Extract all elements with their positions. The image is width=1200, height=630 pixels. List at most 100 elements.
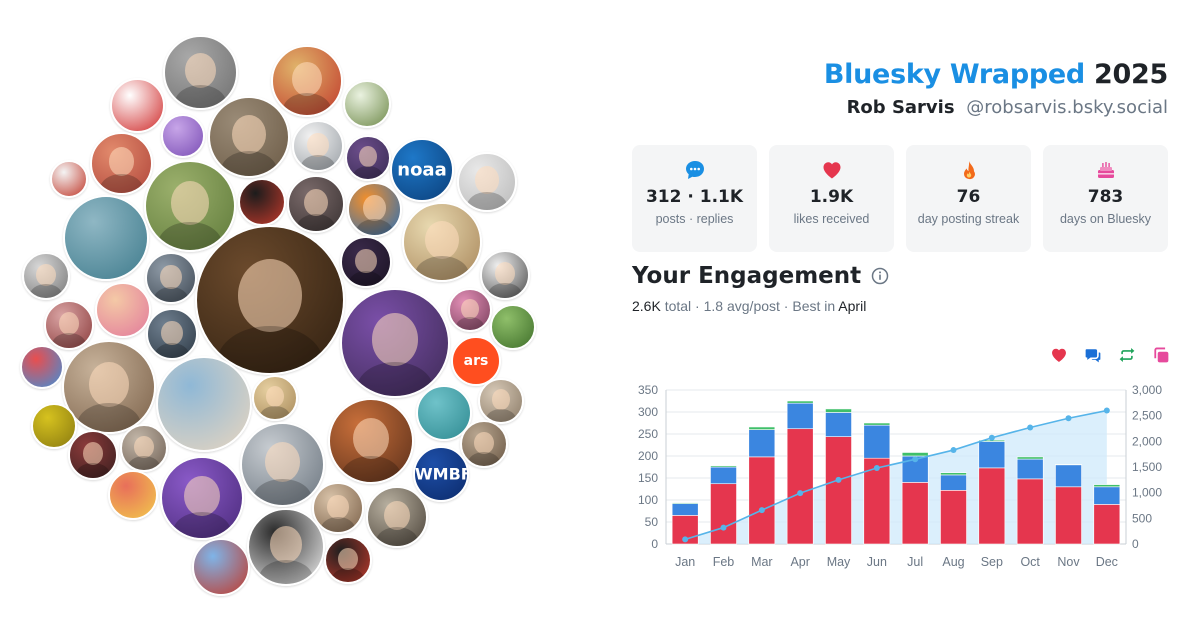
avatar-river-logo[interactable] bbox=[110, 78, 165, 133]
avatar-shouting-man[interactable] bbox=[402, 202, 482, 282]
avatar-noaa-logo[interactable]: noaa bbox=[390, 138, 454, 202]
info-icon[interactable] bbox=[871, 267, 889, 285]
best-month: April bbox=[838, 298, 867, 314]
avatar-sketch-man[interactable] bbox=[292, 120, 344, 172]
cumulative-area bbox=[685, 410, 1107, 544]
replies-icon[interactable] bbox=[1084, 346, 1102, 364]
avatar-bald-man[interactable] bbox=[208, 96, 290, 178]
avatar-purple-cartoon[interactable] bbox=[345, 135, 391, 181]
bar-replies bbox=[786, 402, 814, 430]
avatar-dark-woman[interactable] bbox=[287, 175, 345, 233]
cumulative-point bbox=[1103, 407, 1110, 414]
avatar-office-man[interactable] bbox=[240, 422, 325, 507]
x-tick-label: Jun bbox=[867, 555, 887, 569]
avatar-red-blob[interactable] bbox=[238, 178, 286, 226]
avatar-crowd-photo[interactable] bbox=[120, 424, 168, 472]
y-tick-label: 0 bbox=[651, 537, 658, 551]
avatar-blonde-woman[interactable] bbox=[252, 375, 298, 421]
avatar-covered-face[interactable] bbox=[247, 508, 325, 586]
avatar-comic-face[interactable] bbox=[480, 250, 530, 300]
x-tick-label: Sep bbox=[981, 555, 1003, 569]
avatar-garden-art[interactable] bbox=[490, 304, 536, 350]
quote-icon[interactable] bbox=[1152, 346, 1170, 364]
avatar-star-art[interactable] bbox=[163, 35, 238, 110]
total-word: total bbox=[664, 298, 692, 314]
bar-replies bbox=[1093, 486, 1121, 505]
x-tick-label: Jul bbox=[907, 555, 923, 569]
avatar-chewbacca[interactable] bbox=[195, 225, 345, 375]
y-tick-label: 200 bbox=[638, 449, 658, 463]
avatar-child-photo[interactable] bbox=[478, 378, 524, 424]
stat-card-posts: 312 · 1.1K posts · replies bbox=[632, 145, 757, 252]
x-tick-label: May bbox=[827, 555, 851, 569]
bar-reposts bbox=[825, 408, 852, 413]
y-tick-label: 150 bbox=[638, 471, 658, 485]
avatar-ars-logo[interactable]: ars bbox=[451, 336, 501, 386]
avatar-wmbf-logo[interactable]: WMBF bbox=[413, 446, 469, 502]
y2-tick-label: 2,500 bbox=[1132, 409, 1162, 423]
avatar-pride-flag[interactable] bbox=[20, 345, 64, 389]
y2-tick-label: 0 bbox=[1132, 537, 1139, 551]
avatar-purple-glasses[interactable] bbox=[160, 456, 244, 540]
avatar-mascot[interactable] bbox=[50, 160, 88, 198]
heart-icon bbox=[823, 162, 840, 179]
avatar-santa-hat-man[interactable] bbox=[324, 536, 372, 584]
stat-card-likes: 1.9K likes received bbox=[769, 145, 894, 252]
avatar-sand-dollar[interactable] bbox=[156, 356, 252, 452]
bar-likes bbox=[786, 428, 814, 545]
avatar-bw-woman[interactable] bbox=[22, 252, 70, 300]
bar-reposts bbox=[1016, 456, 1044, 460]
chat-bubble-icon bbox=[685, 161, 704, 179]
avatar-redhead-woman[interactable] bbox=[328, 398, 414, 484]
header: Bluesky Wrapped 2025 Rob Sarvis @robsarv… bbox=[824, 58, 1168, 120]
stat-label: days on Bluesky bbox=[1059, 212, 1152, 226]
y-tick-label: 300 bbox=[638, 405, 658, 419]
bar-replies bbox=[978, 441, 1006, 469]
avatar-pink-hair[interactable] bbox=[448, 288, 492, 332]
bar-replies bbox=[825, 412, 852, 437]
avatar-cluster: noaa ars WMBF bbox=[20, 35, 536, 596]
repost-icon[interactable] bbox=[1118, 346, 1136, 364]
bar-likes bbox=[1055, 486, 1082, 545]
x-tick-label: Nov bbox=[1057, 555, 1080, 569]
user-line: Rob Sarvis @robsarvis.bsky.social bbox=[824, 96, 1168, 120]
avatar-garden-woman[interactable] bbox=[144, 160, 236, 252]
avatar-woman-glasses[interactable] bbox=[457, 152, 517, 212]
bar-likes bbox=[1016, 478, 1044, 545]
avatar-bearded-man[interactable] bbox=[146, 308, 198, 360]
avatar-man-hat[interactable] bbox=[145, 252, 197, 304]
avatar-gator-cartoon[interactable] bbox=[343, 80, 391, 128]
avatar-cartoon-girl[interactable] bbox=[161, 114, 205, 158]
y2-tick-label: 1,500 bbox=[1132, 460, 1162, 474]
x-tick-label: Apr bbox=[790, 555, 809, 569]
y2-tick-label: 3,000 bbox=[1132, 383, 1162, 397]
y2-tick-label: 1,000 bbox=[1132, 486, 1162, 500]
avatar-red-glasses[interactable] bbox=[44, 300, 94, 350]
avatar-older-man[interactable] bbox=[460, 420, 508, 468]
bar-reposts bbox=[940, 472, 967, 476]
y-tick-label: 350 bbox=[638, 383, 658, 397]
avatar-dragon-art[interactable] bbox=[63, 195, 149, 281]
best-prefix: Best in bbox=[792, 298, 836, 314]
engagement-title: Your Engagement bbox=[632, 263, 889, 289]
heart-icon[interactable] bbox=[1050, 346, 1068, 364]
avatar-smiling-woman[interactable] bbox=[312, 482, 364, 534]
avatar-kids-photo[interactable] bbox=[68, 430, 118, 480]
avatar-sunglasses[interactable] bbox=[347, 182, 402, 237]
avatar-flag-photo[interactable] bbox=[192, 538, 250, 596]
bar-replies bbox=[940, 474, 967, 491]
bar-likes bbox=[1093, 504, 1121, 545]
avatar-dark-hair-woman[interactable] bbox=[366, 486, 428, 548]
avatar-santa-hat-woman[interactable] bbox=[271, 45, 343, 117]
stat-value: 1.9K bbox=[809, 187, 854, 207]
stat-label: day posting streak bbox=[917, 212, 1020, 226]
avatar-dark-portrait[interactable] bbox=[340, 236, 392, 288]
y-tick-label: 100 bbox=[638, 493, 658, 507]
avatar-cartoon-woman[interactable] bbox=[90, 132, 153, 195]
avatar-cat-cookie[interactable] bbox=[95, 282, 151, 338]
avatar-purple-hair[interactable] bbox=[340, 288, 450, 398]
avatar-cartoon-kid[interactable] bbox=[108, 470, 158, 520]
avatar-yellow-cartoon[interactable] bbox=[31, 403, 77, 449]
bar-replies bbox=[748, 429, 776, 458]
